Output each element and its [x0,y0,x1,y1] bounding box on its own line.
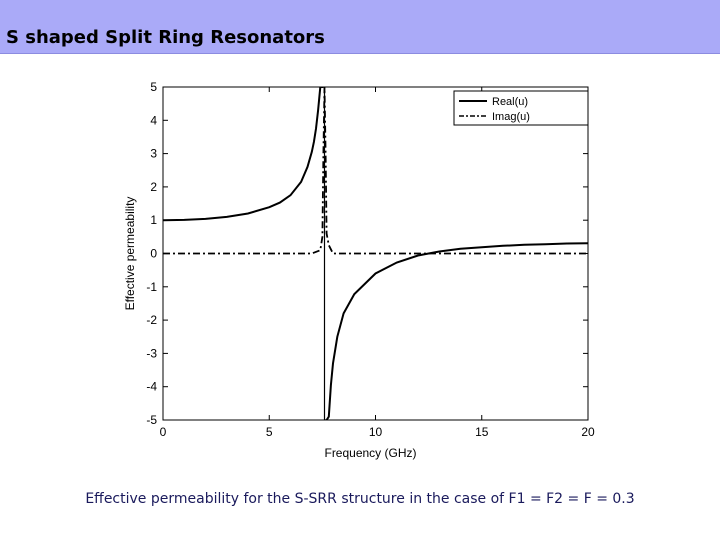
legend-label-imag: Imag(u) [492,111,530,123]
y-tick-label: -1 [146,280,157,294]
y-tick-label: 5 [150,80,157,94]
y-tick-label: -4 [146,380,157,394]
series-layer [163,87,588,420]
y-tick-label: 0 [150,247,157,261]
x-tick-label: 20 [581,425,595,439]
legend-box [453,90,589,126]
figure-caption: Effective permeability for the S-SRR str… [85,491,635,507]
legend-label-real: Real(u) [492,96,528,108]
axis-labels: 0 5 10 15 20 -5 -4 -3 -2 -1 0 1 2 3 4 5 Frequency (GHz) E… [123,80,595,460]
y-tick-label: 2 [150,180,157,194]
y-axis-label: Effective permeability [123,197,137,311]
y-tick-label: -5 [146,413,157,427]
y-tick-label: 3 [150,147,157,161]
legend: Real(u) Imag(u) [453,90,589,126]
y-tick-label: 1 [150,213,157,227]
y-tick-label: -2 [146,313,157,327]
title-bar: S shaped Split Ring Resonators [0,0,720,54]
series-imag [163,87,588,255]
x-tick-label: 10 [369,425,383,439]
slide-title: S shaped Split Ring Resonators [6,27,325,48]
y-tick-label: 4 [150,113,157,127]
x-tick-label: 0 [160,425,167,439]
x-tick-label: 15 [475,425,489,439]
series-real-branch-low [163,87,324,222]
x-axis-label: Frequency (GHz) [324,446,416,460]
x-tick-label: 5 [266,425,273,439]
y-tick-label: -3 [146,346,157,360]
series-real-branch-high [325,242,588,420]
